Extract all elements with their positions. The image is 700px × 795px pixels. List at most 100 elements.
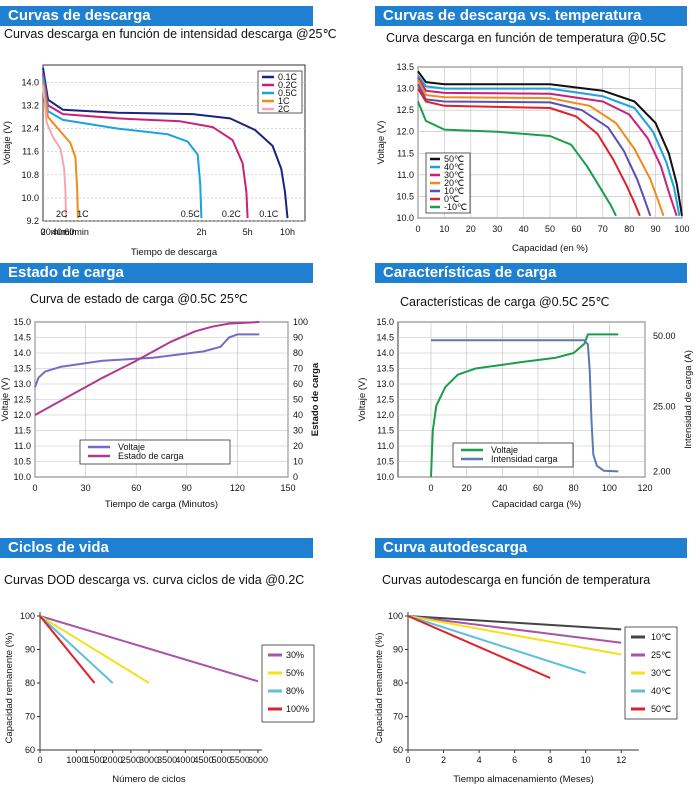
annotation-label: 0.2C: [222, 209, 242, 219]
y-tick-label: 12.0: [376, 410, 394, 420]
series-line-80%: [39, 615, 114, 684]
legend-label: 0.1C: [278, 72, 298, 82]
panel-header-curvas-descarga: Curvas de descarga: [0, 6, 313, 26]
series-line-25℃: [407, 615, 622, 644]
legend-label: Voltaje: [118, 442, 145, 452]
x-tick-label: 0: [40, 227, 45, 237]
y-tick-label: 15.0: [376, 317, 394, 327]
series-line-Intensidad carga: [431, 339, 619, 473]
legend-label: 50%: [286, 668, 304, 678]
y-tick-label: 70: [393, 712, 403, 722]
x-tick-label: 4: [477, 755, 482, 765]
y-tick-label: 13.0: [13, 379, 31, 389]
y-tick-label: 13.0: [376, 379, 394, 389]
legend-label: 20℃: [444, 178, 464, 188]
x-tick-label: 150: [280, 483, 295, 493]
y-tick-label: 11.5: [377, 426, 394, 436]
panel-header-autodescarga: Curva autodescarga: [375, 538, 687, 558]
series-line-50℃: [417, 70, 683, 216]
y-tick-label: 11.5: [397, 148, 414, 158]
y-tick-label: 14.5: [376, 333, 394, 343]
x-axis-label: Capacidad (en %): [512, 243, 588, 254]
y-tick-label: 10.0: [396, 213, 414, 223]
legend-label: 2C: [278, 104, 290, 114]
y-axis-label: Voltaje (V): [2, 121, 13, 165]
y-tick-label: 14.0: [21, 77, 39, 87]
y2-tick-label: 2.00: [653, 466, 671, 476]
y-tick-label: 11.0: [397, 170, 414, 180]
y2-tick-label: 30: [293, 426, 303, 436]
legend-label: Voltaje: [491, 445, 518, 455]
x-tick-label: 100: [674, 224, 689, 234]
y-tick-label: 70: [25, 712, 35, 722]
x-tick-label: 90: [182, 483, 192, 493]
legend-label: Intensidad carga: [491, 454, 558, 464]
y2-tick-label: 50.00: [653, 331, 676, 341]
y-axis-label: Voltaje (V): [0, 378, 11, 422]
legend-label: Estado de carga: [118, 451, 184, 461]
x-tick-label: 20: [466, 224, 476, 234]
series-line-30℃: [417, 77, 678, 217]
y-tick-label: 15.0: [13, 317, 31, 327]
legend-label: 50℃: [651, 704, 671, 714]
x-tick-label: 70: [598, 224, 608, 234]
legend-label: 50℃: [444, 154, 464, 164]
y2-tick-label: 0: [293, 472, 298, 482]
legend-label: 30℃: [444, 170, 464, 180]
x-tick-label: 4000: [175, 755, 195, 765]
y-tick-label: 90: [393, 645, 403, 655]
y2-axis-label: Intensidad de carga (A): [683, 350, 694, 449]
panel-header-caracteristicas-carga: Características de carga: [375, 263, 687, 283]
x-tick-label: 1000: [66, 755, 86, 765]
x-tick-label: 20: [462, 483, 472, 493]
x-tick-label: 0: [32, 483, 37, 493]
legend-label: 80%: [286, 686, 304, 696]
series-line-30%: [39, 615, 259, 683]
x-tick-label: 3000: [139, 755, 159, 765]
y-tick-label: 80: [25, 678, 35, 688]
y-tick-label: 14.5: [13, 333, 31, 343]
series-line--10℃: [417, 101, 617, 217]
x-tick-label: 10h: [280, 227, 295, 237]
y-tick-label: 10.0: [13, 472, 31, 482]
x-tick-label: 10: [439, 224, 449, 234]
x-tick-label: 100: [602, 483, 617, 493]
x-tick-label: 4500: [193, 755, 213, 765]
legend-label: 0.5C: [278, 88, 298, 98]
x-tick-label: 80: [624, 224, 634, 234]
series-line-40℃: [407, 615, 587, 674]
series-line-30℃: [407, 615, 622, 656]
panel-header-ciclos-vida: Ciclos de vida: [0, 538, 313, 558]
x-tick-label: 40: [497, 483, 507, 493]
y-tick-label: 11.5: [14, 426, 31, 436]
y-tick-label: 9.2: [26, 216, 39, 226]
annotation-label: 2C: [56, 209, 68, 219]
y-tick-label: 10.5: [396, 191, 414, 201]
y-axis-label: Capacidad remanente (%): [374, 633, 385, 744]
legend-box: [79, 439, 231, 465]
y-tick-label: 14.0: [376, 348, 394, 358]
x-axis-label: Número de ciclos: [112, 774, 186, 785]
panel-header-descarga-temperatura: Curvas de descarga vs. temperatura: [375, 6, 687, 26]
y-tick-label: 10.0: [376, 472, 394, 482]
legend-label: 10℃: [651, 632, 671, 642]
y-tick-label: 100: [20, 611, 35, 621]
series-line-2C: [42, 85, 67, 219]
x-tick-label: 2500: [121, 755, 141, 765]
series-line-1C: [42, 82, 79, 219]
x-tick-label: 120: [637, 483, 652, 493]
y-tick-label: 13.5: [13, 364, 31, 374]
annotation-label: 0.5C: [181, 209, 201, 219]
chart-charge-characteristics: 15.0 14.5 14.0 13.5 13.0 12.5 12.0 11.5 11.0 10.5…: [357, 317, 694, 510]
y2-tick-label: 50: [293, 395, 303, 405]
x-tick-label: 40min: [52, 227, 77, 237]
panel-subtitle: Curva descarga en función de temperatura…: [386, 31, 667, 45]
x-tick-label: 60min: [64, 227, 89, 237]
series-line-0.5C: [42, 76, 203, 219]
y2-tick-label: 20: [293, 441, 303, 451]
legend-box: [452, 442, 574, 468]
x-tick-label: 120: [230, 483, 245, 493]
x-tick-label: 0: [405, 755, 410, 765]
series-line-0.1C: [42, 67, 289, 219]
x-tick-label: 1500: [84, 755, 104, 765]
